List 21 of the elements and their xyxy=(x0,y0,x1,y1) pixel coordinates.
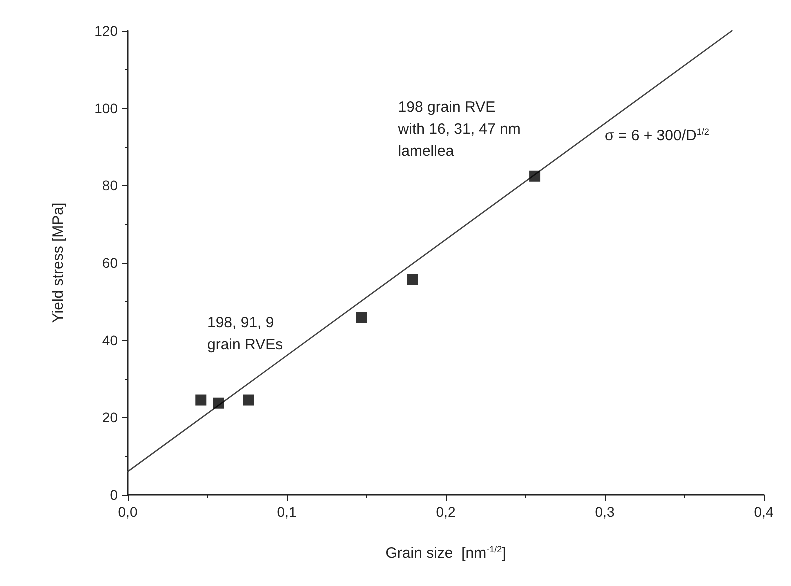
x-tick-label: 0,4 xyxy=(754,504,774,520)
annotation: 198 grain RVE with 16, 31, 47 nm lamellea xyxy=(397,98,521,160)
y-tick-label: 100 xyxy=(94,100,118,116)
y-tick-label: 120 xyxy=(94,23,118,39)
x-tick-label: 0,3 xyxy=(595,504,615,520)
y-tick-label: 60 xyxy=(102,255,118,271)
x-tick-label: 0,0 xyxy=(118,504,138,520)
annotation: 198, 91, 9 grain RVEs xyxy=(208,314,284,354)
y-axis-title: Yield stress [MPa] xyxy=(50,202,67,324)
y-tick-label: 0 xyxy=(110,487,118,503)
y-tick-label: 80 xyxy=(102,178,118,194)
point xyxy=(213,398,224,409)
y-tick-label: 20 xyxy=(102,410,118,426)
point xyxy=(243,394,254,406)
x-tick-label: 0,1 xyxy=(277,504,297,520)
point xyxy=(530,170,541,182)
x-tick-label: 0,2 xyxy=(436,504,456,520)
point xyxy=(407,274,418,286)
y-tick-label: 40 xyxy=(102,332,118,348)
point xyxy=(356,312,368,324)
point xyxy=(196,394,207,406)
